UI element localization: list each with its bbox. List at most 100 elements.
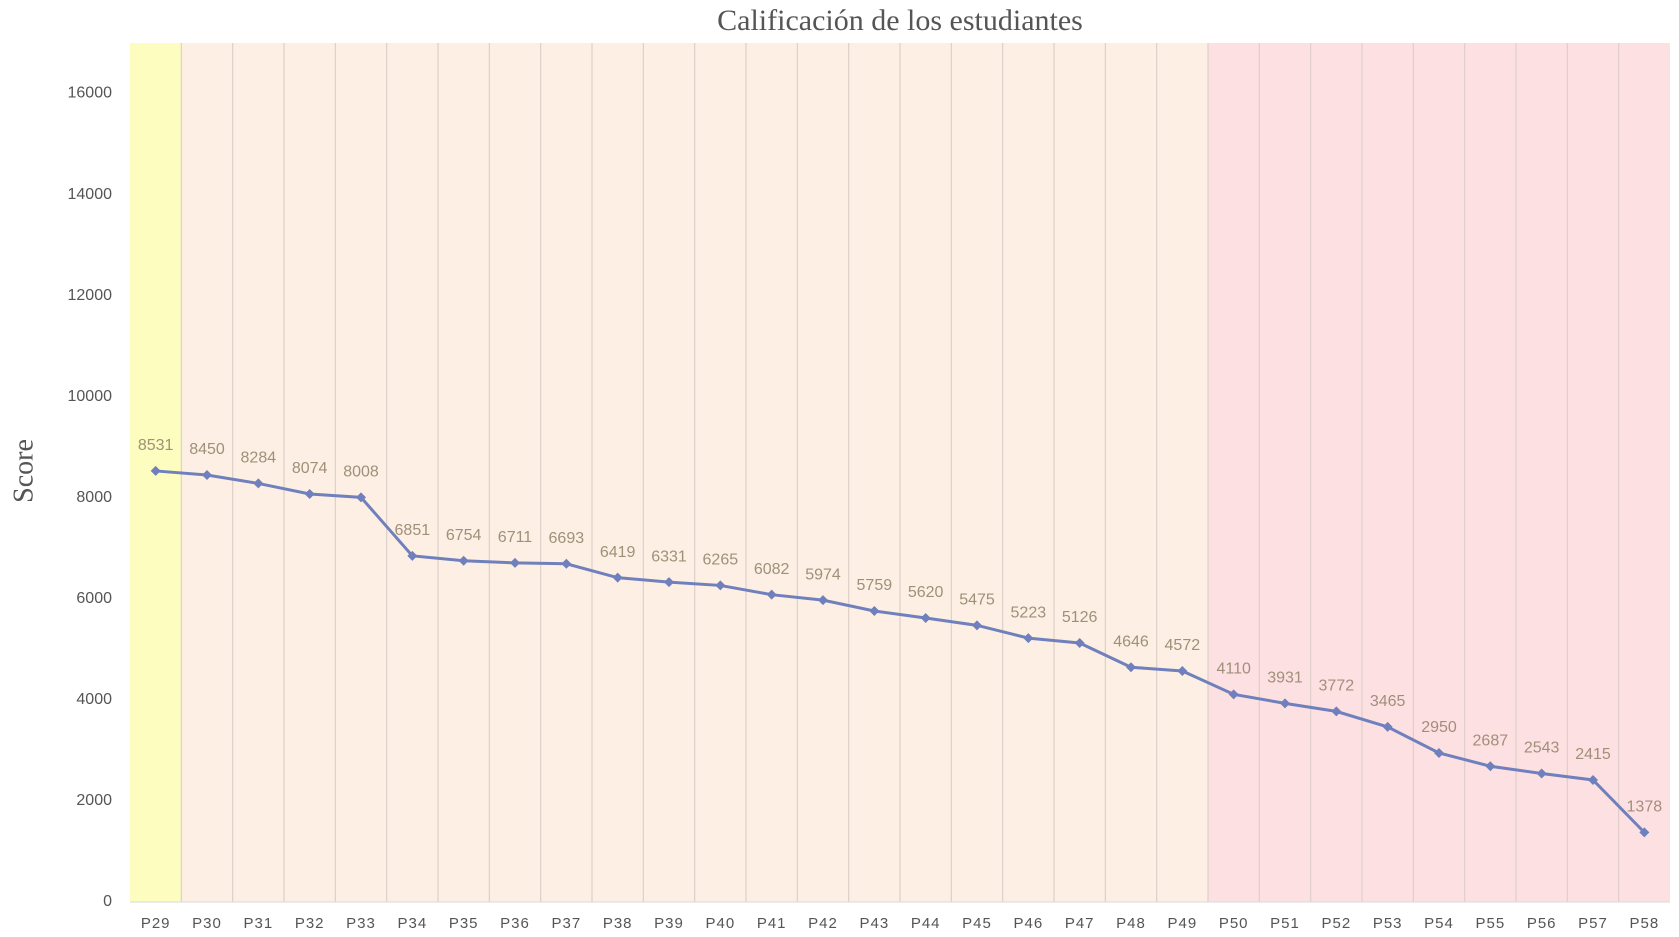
data-point bbox=[1126, 662, 1136, 673]
data-label: 4110 bbox=[1216, 661, 1251, 678]
y-tick-label: 16000 bbox=[68, 85, 113, 102]
x-tick-label: P38 bbox=[603, 915, 633, 932]
data-label: 2687 bbox=[1473, 732, 1509, 749]
data-point bbox=[1023, 633, 1034, 644]
chart-title: Calificación de los estudiantes bbox=[717, 4, 1083, 37]
x-tick-label: P29 bbox=[141, 915, 171, 932]
data-label: 6419 bbox=[600, 544, 636, 561]
data-point bbox=[1228, 689, 1239, 700]
x-tick-label: P40 bbox=[705, 915, 735, 932]
data-point bbox=[715, 580, 726, 591]
data-point bbox=[1639, 827, 1650, 838]
data-point bbox=[1588, 774, 1598, 785]
x-tick-label: P35 bbox=[449, 915, 479, 932]
data-point bbox=[1177, 665, 1188, 676]
data-point bbox=[920, 613, 931, 624]
y-tick-label: 0 bbox=[103, 893, 112, 910]
data-label: 8284 bbox=[241, 450, 277, 467]
data-point bbox=[1485, 761, 1496, 772]
data-label: 4572 bbox=[1165, 637, 1201, 654]
y-tick-label: 8000 bbox=[76, 489, 112, 506]
x-tick-label: P55 bbox=[1475, 915, 1505, 932]
data-label: 8008 bbox=[343, 464, 379, 481]
x-tick-label: P51 bbox=[1270, 915, 1300, 932]
x-tick-label: P36 bbox=[500, 915, 530, 932]
data-label: 5475 bbox=[959, 592, 995, 609]
data-label: 6265 bbox=[703, 552, 739, 569]
data-label: 3772 bbox=[1319, 678, 1355, 695]
data-label: 8531 bbox=[138, 437, 174, 454]
x-tick-label: P34 bbox=[397, 915, 427, 932]
data-label: 5759 bbox=[857, 577, 893, 594]
data-label: 5620 bbox=[908, 584, 944, 601]
data-label: 3465 bbox=[1370, 693, 1406, 710]
data-point bbox=[202, 470, 212, 481]
data-label: 4646 bbox=[1113, 633, 1149, 650]
data-label: 5223 bbox=[1011, 604, 1047, 621]
data-point bbox=[1434, 747, 1444, 758]
x-tick-label: P37 bbox=[551, 915, 581, 932]
x-tick-label: P48 bbox=[1116, 915, 1146, 932]
data-point bbox=[458, 555, 469, 566]
background-band bbox=[1208, 43, 1670, 902]
x-tick-label: P32 bbox=[295, 915, 325, 932]
x-tick-label: P30 bbox=[192, 915, 222, 932]
x-tick-label: P57 bbox=[1578, 915, 1608, 932]
y-tick-label: 4000 bbox=[76, 691, 112, 708]
data-point bbox=[972, 620, 982, 631]
data-label: 6693 bbox=[549, 530, 585, 547]
x-tick-label: P56 bbox=[1527, 915, 1557, 932]
data-point bbox=[1280, 698, 1290, 709]
data-label: 6711 bbox=[498, 529, 533, 546]
data-label: 8450 bbox=[189, 441, 225, 458]
y-axis-label: Score bbox=[8, 439, 39, 503]
data-point bbox=[766, 589, 777, 600]
series-line bbox=[155, 469, 1646, 834]
data-label: 2415 bbox=[1575, 746, 1611, 763]
x-tick-label: P41 bbox=[757, 915, 787, 932]
x-tick-label: P46 bbox=[1013, 915, 1043, 932]
x-tick-label: P47 bbox=[1065, 915, 1095, 932]
data-label: 2950 bbox=[1421, 719, 1457, 736]
data-point bbox=[561, 558, 572, 569]
data-label: 6082 bbox=[754, 561, 790, 578]
y-tick-label: 12000 bbox=[68, 287, 113, 304]
data-label: 8074 bbox=[292, 460, 328, 477]
data-point bbox=[1074, 637, 1085, 648]
x-tick-label: P49 bbox=[1167, 915, 1197, 932]
data-point bbox=[407, 550, 418, 561]
x-tick-label: P42 bbox=[808, 915, 838, 932]
x-tick-label: P43 bbox=[859, 915, 889, 932]
data-point bbox=[253, 478, 264, 489]
y-tick-label: 2000 bbox=[76, 792, 112, 809]
data-label: 6851 bbox=[395, 522, 431, 539]
x-tick-label: P50 bbox=[1219, 915, 1249, 932]
data-point bbox=[304, 489, 315, 500]
y-tick-label: 6000 bbox=[76, 590, 112, 607]
x-tick-label: P58 bbox=[1629, 915, 1659, 932]
data-label: 3931 bbox=[1267, 670, 1303, 687]
x-tick-label: P54 bbox=[1424, 915, 1454, 932]
data-point bbox=[510, 557, 520, 568]
data-label: 6754 bbox=[446, 527, 482, 544]
data-label: 5126 bbox=[1062, 609, 1098, 626]
x-tick-label: P44 bbox=[911, 915, 941, 932]
data-label: 6331 bbox=[651, 548, 687, 565]
data-point bbox=[356, 492, 366, 503]
data-label: 1378 bbox=[1627, 799, 1663, 816]
data-point bbox=[664, 577, 674, 588]
data-point bbox=[612, 572, 623, 583]
data-label: 5974 bbox=[805, 566, 841, 583]
x-tick-label: P39 bbox=[654, 915, 684, 932]
x-tick-label: P31 bbox=[243, 915, 273, 932]
data-label: 2543 bbox=[1524, 740, 1560, 757]
y-tick-label: 10000 bbox=[68, 388, 113, 405]
data-point bbox=[150, 465, 161, 476]
data-point bbox=[1536, 768, 1547, 779]
data-point bbox=[818, 595, 828, 606]
x-tick-label: P33 bbox=[346, 915, 376, 932]
y-tick-label: 14000 bbox=[68, 186, 113, 203]
data-point bbox=[1331, 706, 1342, 717]
data-point bbox=[869, 606, 880, 617]
